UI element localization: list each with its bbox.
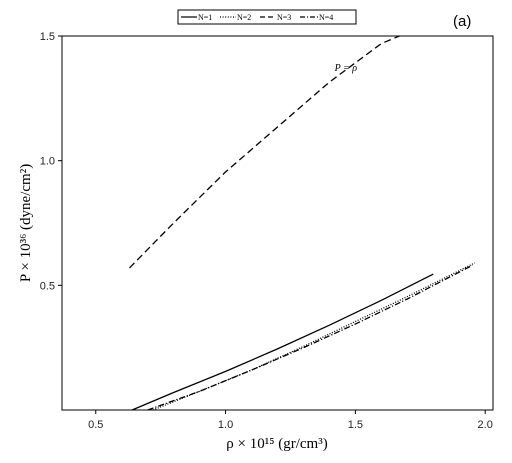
legend-label-n1: N=1 bbox=[198, 13, 212, 22]
legend: N=1 N=2 N=3 N=4 bbox=[177, 9, 357, 25]
series-line-n2 bbox=[152, 262, 476, 411]
y-tick-label: 1.0 bbox=[40, 156, 55, 168]
y-tick-label: 0.5 bbox=[40, 280, 55, 292]
x-axis-label: ρ × 10¹⁵ (gr/cm³) bbox=[226, 436, 327, 452]
annotation-p-equals-rho: P = ρ bbox=[334, 63, 358, 74]
y-axis-label: P × 10³⁶ (dyne/cm²) bbox=[18, 164, 34, 282]
series-line-n1 bbox=[131, 273, 434, 411]
series-group bbox=[129, 35, 476, 411]
y-tick-label: 1.5 bbox=[40, 31, 55, 43]
x-tick-label: 1.5 bbox=[348, 419, 363, 431]
series-line-n3 bbox=[129, 35, 400, 269]
panel-label: (a) bbox=[453, 13, 471, 30]
legend-box bbox=[177, 9, 357, 25]
x-tick-label: 2.0 bbox=[478, 419, 493, 431]
plot-frame bbox=[61, 35, 494, 411]
x-tick-label: 1.0 bbox=[218, 419, 233, 431]
legend-label-n2: N=2 bbox=[237, 13, 251, 22]
legend-label-n3: N=3 bbox=[277, 13, 291, 22]
legend-label-n4: N=4 bbox=[319, 13, 333, 22]
series-line-n4 bbox=[147, 264, 473, 411]
x-tick-label: 0.5 bbox=[88, 419, 103, 431]
axis-ticks: 0.5 1.0 1.5 2.0 0.5 1.0 1.5 bbox=[40, 31, 493, 431]
